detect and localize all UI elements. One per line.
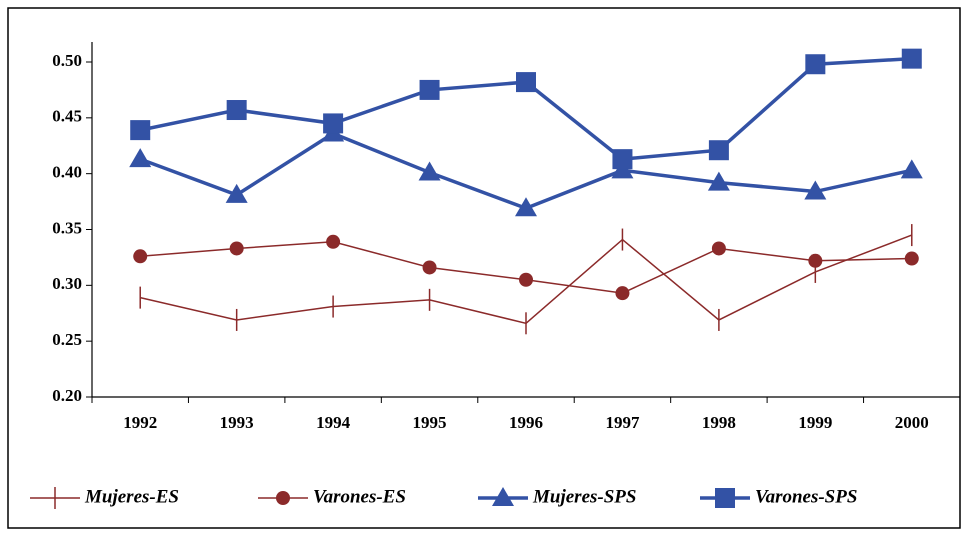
chart-border [7, 7, 961, 529]
x-tick-label: 1999 [798, 413, 832, 432]
marker [615, 286, 630, 301]
marker [225, 183, 248, 203]
legend-label: Varones-ES [313, 486, 406, 507]
marker [516, 72, 536, 93]
marker [130, 120, 151, 141]
y-tick-label: 0.40 [52, 163, 82, 182]
marker [129, 148, 152, 168]
marker [711, 241, 726, 256]
marker [904, 251, 919, 266]
marker [226, 100, 247, 121]
marker [133, 249, 148, 264]
y-tick-label: 0.45 [52, 107, 82, 126]
marker [419, 79, 440, 100]
marker [707, 171, 730, 191]
legend-label: Varones-SPS [755, 486, 857, 507]
legend-label: Mujeres-SPS [532, 486, 636, 507]
marker [808, 253, 823, 268]
x-tick-label: 1995 [413, 413, 447, 432]
y-tick-label: 0.30 [52, 274, 82, 293]
marker [422, 260, 437, 275]
marker [900, 159, 923, 179]
legend-label: Mujeres-ES [84, 486, 179, 507]
marker [708, 140, 729, 161]
x-tick-label: 1996 [509, 413, 543, 432]
legend-marker [715, 488, 735, 508]
y-tick-label: 0.25 [52, 330, 82, 349]
y-tick-label: 0.35 [52, 218, 82, 237]
marker [805, 54, 826, 75]
x-tick-label: 2000 [895, 413, 929, 432]
x-tick-label: 1992 [123, 413, 157, 432]
marker [804, 180, 827, 200]
marker [323, 113, 344, 134]
marker [418, 161, 441, 181]
legend-marker [276, 491, 290, 505]
x-tick-label: 1994 [316, 413, 351, 432]
x-tick-label: 1993 [220, 413, 254, 432]
x-tick-label: 1998 [702, 413, 736, 432]
y-tick-label: 0.50 [52, 51, 82, 70]
marker [229, 241, 244, 256]
legend-marker [492, 487, 514, 506]
marker [901, 48, 922, 69]
x-tick-label: 1997 [605, 413, 640, 432]
marker [326, 234, 341, 249]
marker [515, 197, 537, 217]
marker [519, 272, 533, 287]
marker [612, 149, 633, 170]
y-tick-label: 0.20 [52, 386, 82, 405]
